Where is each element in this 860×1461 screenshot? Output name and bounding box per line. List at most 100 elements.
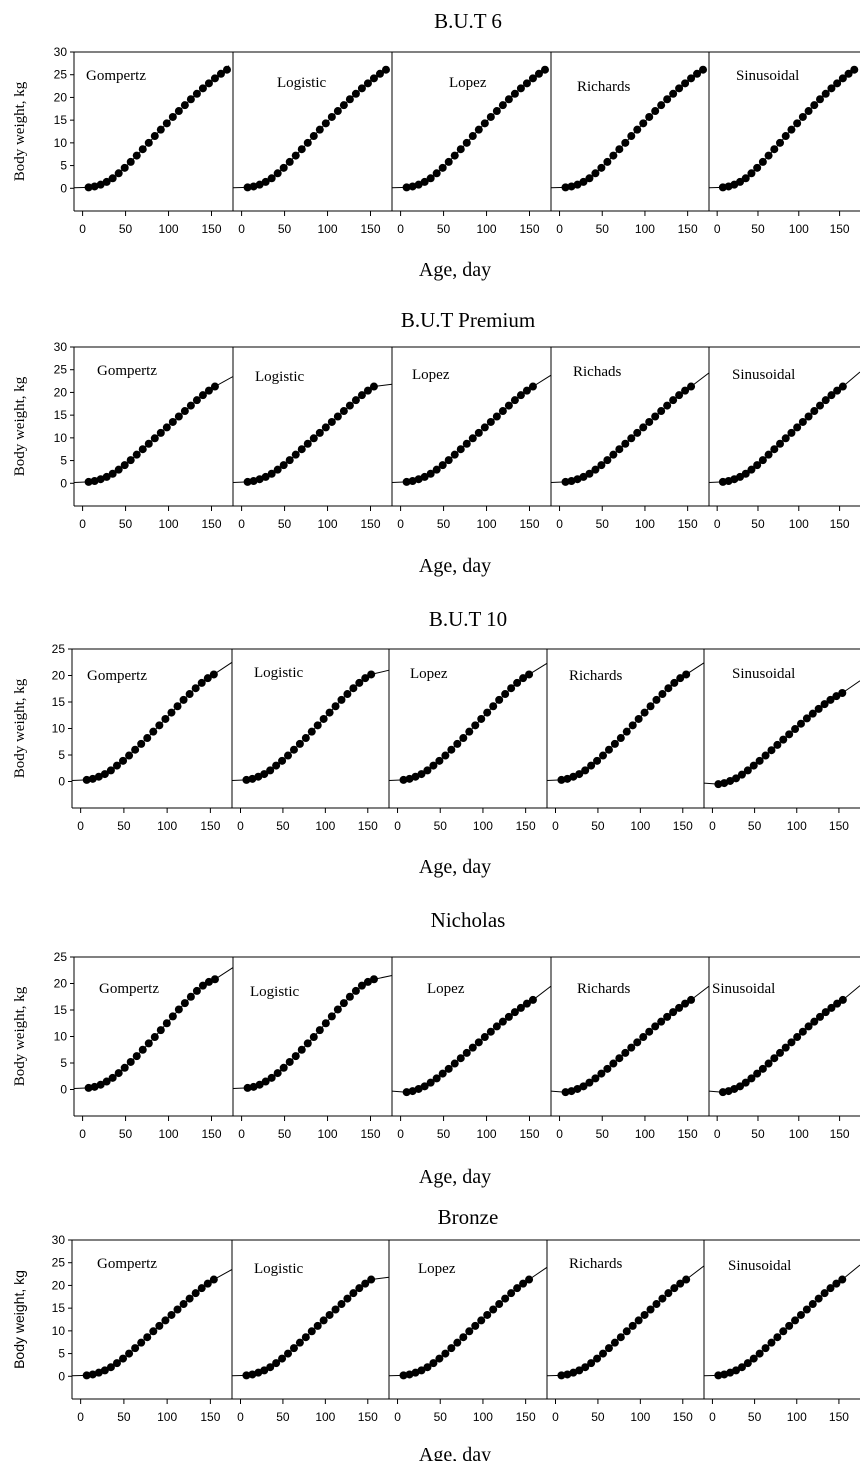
data-point: [456, 145, 465, 154]
data-point: [441, 751, 450, 760]
data-point: [838, 688, 847, 697]
data-point: [414, 180, 423, 189]
data-point: [670, 678, 679, 687]
data-point: [174, 412, 183, 421]
data-point: [492, 107, 501, 116]
data-point: [279, 163, 288, 172]
x-tick-label: 150: [519, 222, 539, 236]
data-point: [736, 177, 745, 186]
data-point: [266, 1363, 275, 1372]
data-point: [289, 1344, 298, 1353]
data-point: [174, 1005, 183, 1014]
data-point: [106, 1363, 115, 1372]
data-point: [94, 1368, 103, 1377]
data-point: [581, 1363, 590, 1372]
data-point: [204, 977, 213, 986]
data-point: [816, 1012, 825, 1021]
data-point: [284, 1349, 293, 1358]
data-point: [149, 1327, 158, 1336]
model-label: Gompertz: [87, 668, 147, 684]
data-point: [132, 151, 141, 160]
data-point: [634, 1316, 643, 1325]
data-point: [438, 1069, 447, 1078]
data-point: [192, 396, 201, 405]
data-point: [361, 674, 370, 683]
data-point: [278, 1354, 287, 1363]
data-point: [579, 177, 588, 186]
data-point: [167, 1310, 176, 1319]
data-point: [640, 1310, 649, 1319]
data-point: [669, 396, 678, 405]
data-point: [156, 1026, 165, 1035]
data-point: [143, 734, 152, 743]
data-point: [663, 95, 672, 104]
x-tick-label: 50: [437, 222, 451, 236]
data-point: [645, 417, 654, 426]
data-point: [610, 1338, 619, 1347]
data-point: [319, 714, 328, 723]
chart-block: B.U.T 6 Body weight, kg 0 5 10 15 20 25 30 Age, d…: [12, 9, 860, 281]
data-point: [432, 1074, 441, 1083]
data-point: [591, 465, 600, 474]
y-tick-label: 25: [52, 642, 66, 656]
data-point: [776, 138, 785, 147]
data-point: [186, 401, 195, 410]
model-label: Sinusoidal: [728, 1258, 791, 1274]
data-point: [749, 761, 758, 770]
data-point: [289, 745, 298, 754]
data-point: [126, 157, 135, 166]
x-tick-label: 0: [77, 1410, 84, 1424]
fitted-curve: [231, 1276, 390, 1377]
chart-title: B.U.T 6: [434, 9, 502, 33]
data-point: [131, 745, 140, 754]
data-point: [216, 69, 225, 78]
chart-block: B.U.T 10 Body weight, kg 0 5 10 15 20 25 Age, da…: [12, 607, 860, 878]
data-point: [132, 450, 141, 459]
data-point: [355, 1284, 364, 1293]
data-point: [681, 999, 690, 1008]
x-tick-label: 50: [119, 222, 133, 236]
data-point: [179, 1300, 188, 1309]
data-point: [249, 477, 258, 486]
model-label: Lopez: [410, 666, 448, 682]
model-panel: 0 50 100 150 Gompertz: [73, 967, 234, 1141]
data-point: [808, 709, 817, 718]
data-point: [770, 145, 779, 154]
data-point: [628, 721, 637, 730]
data-point: [126, 1057, 135, 1066]
x-tick-label: 100: [318, 517, 338, 531]
x-tick-label: 0: [79, 1127, 86, 1141]
model-label: Lopez: [412, 367, 450, 383]
data-point: [381, 65, 390, 74]
x-tick-label: 50: [751, 222, 765, 236]
data-point: [603, 1064, 612, 1073]
model-panel: 0 50 100 150 Gompertz: [73, 363, 234, 531]
data-point: [579, 472, 588, 481]
data-point: [675, 84, 684, 93]
data-point: [483, 708, 492, 717]
data-point: [90, 477, 99, 486]
data-point: [96, 180, 105, 189]
data-point: [119, 1354, 128, 1363]
data-point: [528, 995, 537, 1004]
x-tick-label: 0: [552, 819, 559, 833]
x-tick-label: 0: [714, 222, 721, 236]
x-tick-label: 50: [276, 1410, 290, 1424]
x-tick-label: 50: [276, 819, 290, 833]
data-point: [639, 423, 648, 432]
data-point: [747, 465, 756, 474]
data-point: [339, 999, 348, 1008]
data-point: [827, 84, 836, 93]
data-point: [361, 1279, 370, 1288]
data-point: [209, 670, 218, 679]
data-point: [168, 112, 177, 121]
data-point: [444, 1064, 453, 1073]
data-point: [173, 702, 182, 711]
data-point: [573, 1084, 582, 1093]
data-point: [615, 1054, 624, 1063]
data-point: [773, 1333, 782, 1342]
data-point: [597, 1069, 606, 1078]
data-point: [456, 1054, 465, 1063]
data-point: [267, 469, 276, 478]
data-point: [483, 1310, 492, 1319]
